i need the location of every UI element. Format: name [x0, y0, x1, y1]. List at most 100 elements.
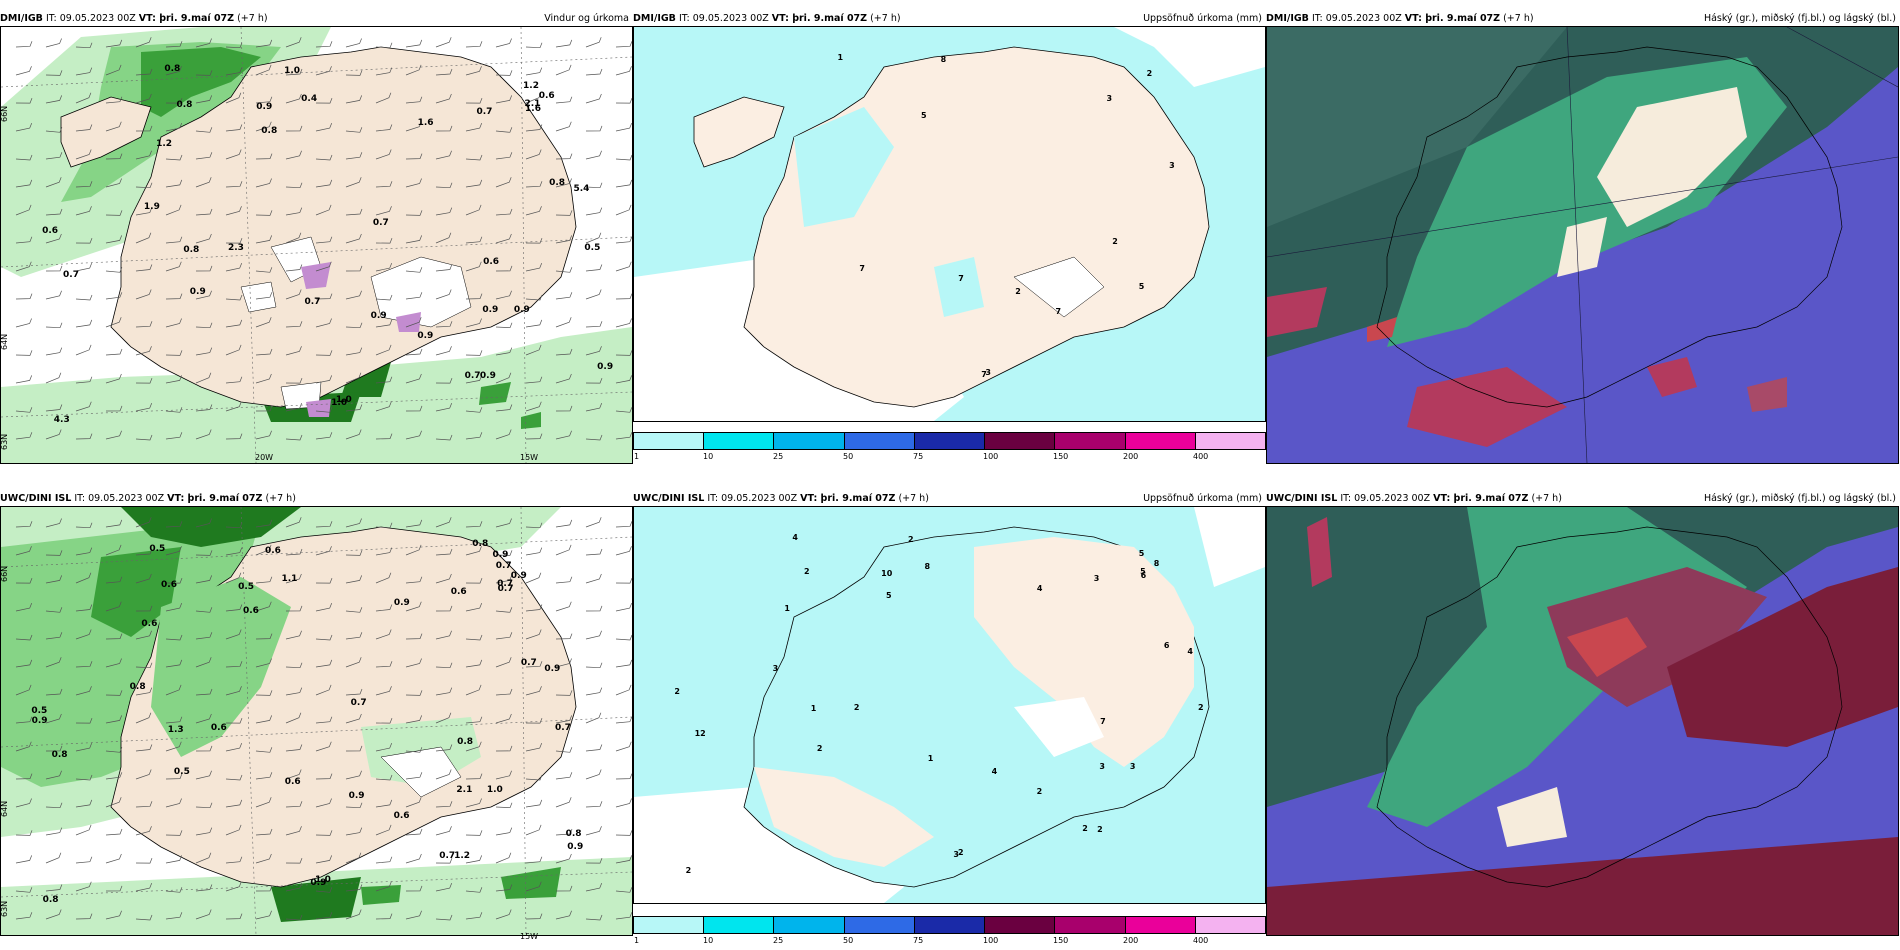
tick: 150: [1053, 452, 1069, 461]
map-value-label: 0.8: [183, 244, 200, 255]
map-value-label: 1.0: [486, 784, 503, 795]
map-value-label: 1: [927, 754, 934, 764]
map-value-label: 2: [1015, 287, 1021, 297]
map-value-label: 4: [991, 767, 998, 777]
map-value-label: 0.6: [264, 546, 281, 557]
lead-time: (+7 h): [1531, 493, 1562, 504]
map-value-label: 10: [881, 568, 893, 578]
wind-barbs: [15, 517, 632, 921]
panel-header: DMI/IGB IT: 09.05.2023 00Z VT: þri. 9.ma…: [0, 12, 633, 26]
map-value-label: 0.9: [492, 550, 509, 561]
map-value-label: 0.7: [464, 370, 481, 381]
map-value-label: 1.6: [525, 103, 541, 114]
cloud-map[interactable]: [1266, 506, 1899, 936]
map-value-label: 1.6: [417, 117, 434, 128]
map-value-label: 0.6: [450, 587, 467, 598]
map-value-label: 8: [924, 561, 931, 571]
wind-map[interactable]: [0, 506, 633, 936]
map-value-label: 2: [1112, 236, 1118, 246]
precip-map[interactable]: [633, 26, 1266, 422]
lead-time: (+7 h): [898, 493, 929, 504]
map-value-label: 7: [1055, 306, 1062, 316]
colorbar-swatch-150: [1055, 433, 1126, 449]
lead-time: (+7 h): [237, 13, 268, 24]
map-value-label: 0.9: [256, 101, 273, 112]
map-value-label: 1: [810, 704, 817, 714]
colorbar-swatch-25: [774, 917, 845, 933]
map-value-label: 1.9: [143, 201, 160, 212]
map-value-label: 5: [1138, 549, 1145, 559]
map-value-label: 6: [1140, 570, 1147, 580]
lead-time: (+7 h): [265, 493, 296, 504]
lat-label-63: 63N: [0, 433, 9, 450]
map-value-label: 0.7: [554, 722, 571, 733]
colorbar-ticks: 1 10 25 50 75 100 150 200 400: [633, 452, 1264, 462]
map-value-label: 0.9: [510, 571, 527, 582]
init-time: IT: 09.05.2023 00Z: [45, 13, 136, 24]
colorbar-swatch-200: [1125, 433, 1196, 449]
map-value-label: 3: [1129, 761, 1136, 771]
map-value-label: 0.9: [348, 790, 365, 801]
lat-label-66: 66N: [0, 565, 9, 582]
init-time: IT: 09.05.2023 00Z: [678, 13, 769, 24]
colorbar-swatch-400: [1195, 433, 1265, 449]
map-value-label: 1.0: [284, 66, 301, 77]
map-value-label: 0.8: [164, 64, 181, 75]
map-value-label: 0.9: [189, 286, 206, 297]
map-value-label: 0.5: [238, 581, 255, 592]
init-time: IT: 09.05.2023 00Z: [707, 493, 798, 504]
wind-barbs: [15, 37, 632, 441]
model-name: DMI/IGB: [633, 13, 676, 24]
map-value-label: 6: [1163, 641, 1170, 651]
model-name: UWC/DINI ISL: [1266, 493, 1338, 504]
valid-time: VT: þri. 9.maí 07Z: [771, 13, 868, 24]
map-value-label: 0.9: [31, 715, 48, 726]
map-value-label: 5: [920, 111, 927, 121]
colorbar-swatch-1: [634, 917, 705, 933]
map-value-label: 1.0: [314, 875, 331, 886]
colorbar-swatch-75: [914, 433, 986, 449]
map-value-label: 0.7: [520, 658, 537, 669]
map-value-label: 0.6: [483, 257, 500, 268]
tick: 200: [1123, 936, 1139, 945]
cloud-map[interactable]: [1266, 26, 1899, 464]
colorbar-swatch-10: [704, 917, 775, 933]
map-value-label: 5.4: [573, 183, 590, 194]
wind-map[interactable]: [0, 26, 633, 464]
map-value-label: 0.7: [63, 269, 79, 280]
map-value-label: 0.9: [479, 371, 496, 382]
map-value-label: 2: [1082, 824, 1088, 834]
map-value-label: 0.8: [51, 749, 68, 760]
panel-title: Vindur og úrkoma: [544, 13, 629, 24]
map-value-label: 0.6: [42, 226, 59, 237]
lat-label-64: 64N: [0, 800, 9, 817]
map-value-label: 0.9: [310, 878, 327, 888]
map-value-label: 0.9: [417, 331, 434, 342]
colorbar-swatch-100: [985, 917, 1056, 933]
map-value-label: 5: [1138, 281, 1145, 291]
map-value-label: 2.3: [227, 242, 244, 253]
colorbar-swatch-75: [914, 917, 986, 933]
map-value-label: 0.9: [567, 841, 584, 852]
map-value-label: 0.5: [149, 544, 166, 555]
map-value-label: 7: [981, 370, 987, 380]
valid-time: VT: þri. 9.maí 07Z: [1404, 13, 1501, 24]
panel-dmi-clouds: DMI/IGB IT: 09.05.2023 00Z VT: þri. 9.ma…: [1266, 12, 1900, 464]
map-value-label: 4: [1036, 583, 1043, 593]
lon-label-15w: 15W: [520, 453, 539, 462]
tick: 75: [913, 936, 924, 945]
colorbar-swatch-50: [844, 917, 915, 933]
map-value-label: 0.9: [393, 597, 410, 608]
map-value-label: 3: [1106, 94, 1113, 104]
map-value-label: 0.9: [597, 361, 614, 372]
map-value-label: 5: [1140, 566, 1146, 576]
map-value-label: 3: [1169, 161, 1175, 171]
colorbar-swatch-25: [774, 433, 845, 449]
map-value-label: 0.8: [176, 99, 193, 110]
map-value-label: 3: [953, 850, 959, 860]
map-value-label: 2.1: [456, 784, 473, 795]
map-value-label: 0.6: [210, 722, 227, 733]
precip-map[interactable]: [633, 506, 1266, 904]
map-value-label: 0.7: [350, 697, 367, 708]
map-value-label: 0.7: [304, 296, 321, 307]
